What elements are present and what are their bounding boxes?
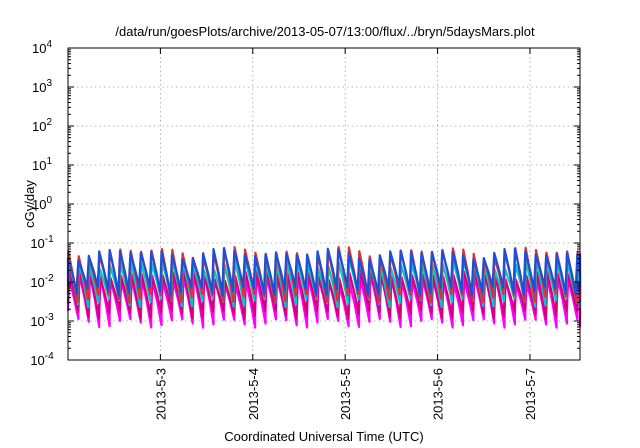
data-series bbox=[66, 245, 582, 329]
x-tick-label: 2013-5-6 bbox=[431, 368, 446, 420]
y-tick-label: 104 bbox=[32, 39, 52, 56]
y-tick-label: 10-2 bbox=[30, 273, 54, 290]
x-tick-label: 2013-5-7 bbox=[523, 368, 538, 420]
y-tick-label: 102 bbox=[32, 117, 52, 134]
y-tick-label: 101 bbox=[32, 156, 52, 173]
y-tick-label: 10-1 bbox=[30, 234, 54, 251]
x-tick-label: 2013-5-5 bbox=[338, 368, 353, 420]
x-tick-label: 2013-5-3 bbox=[153, 368, 168, 420]
chart-title: /data/run/goesPlots/archive/2013-05-07/1… bbox=[115, 24, 535, 39]
x-axis-label: Coordinated Universal Time (UTC) bbox=[224, 429, 423, 444]
y-tick-label: 10-4 bbox=[30, 351, 54, 368]
y-tick-label: 10-3 bbox=[30, 312, 54, 329]
y-tick-label: 103 bbox=[32, 78, 52, 95]
x-tick-label: 2013-5-4 bbox=[246, 368, 261, 420]
y-axis-label: cGy/day bbox=[22, 180, 37, 228]
x-axis: 2013-5-3 2013-5-4 2013-5-5 2013-5-6 2013-5-7 bbox=[153, 48, 538, 420]
series-line bbox=[66, 247, 582, 297]
